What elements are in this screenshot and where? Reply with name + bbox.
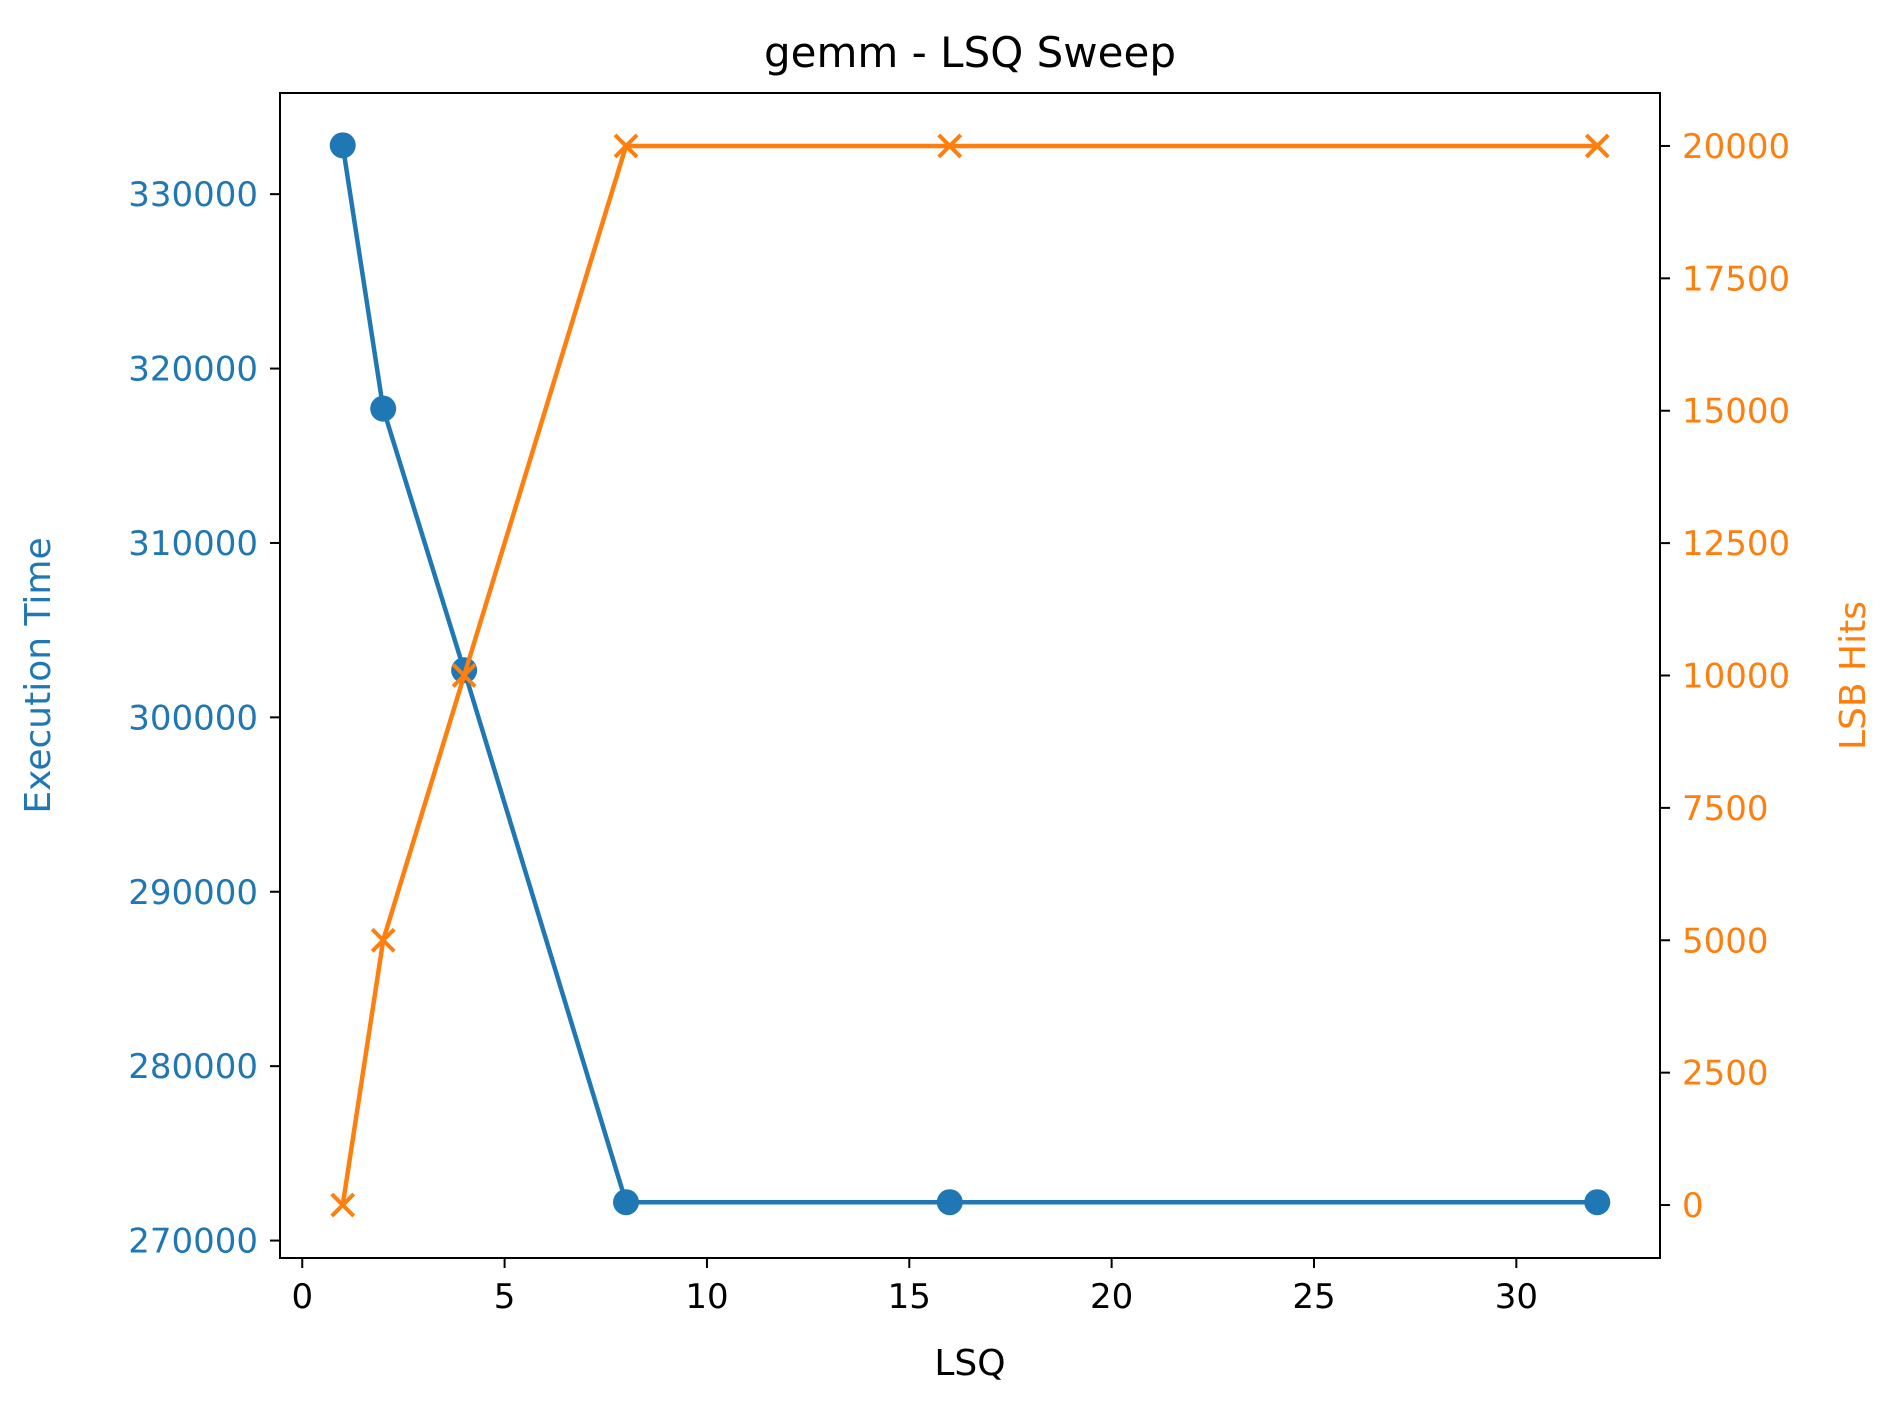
x-tick-label: 5 (494, 1277, 516, 1317)
chart-title: gemm - LSQ Sweep (764, 28, 1176, 77)
data-point-lsb-hits (613, 133, 639, 159)
series-line-execution-time (340, 143, 1600, 1205)
data-point-lsb-hits (330, 1192, 356, 1218)
left-y-tick-label: 290000 (128, 873, 258, 913)
data-point-execution-time (329, 132, 356, 159)
data-point-execution-time (936, 1189, 963, 1216)
x-tick-label: 30 (1495, 1277, 1538, 1317)
series-lsb-hits (330, 133, 1610, 1218)
x-tick-label: 10 (685, 1277, 728, 1317)
data-point-execution-time (370, 395, 397, 422)
left-y-tick-label: 270000 (128, 1222, 258, 1262)
x-tick-label: 15 (888, 1277, 931, 1317)
right-y-tick-label: 17500 (1682, 259, 1790, 299)
right-y-tick-label: 2500 (1682, 1054, 1769, 1094)
series-line-lsb-hits (340, 143, 1600, 1208)
left-y-tick-label: 330000 (128, 175, 258, 215)
right-y-tick-label: 7500 (1682, 789, 1769, 829)
data-point-lsb-hits (370, 927, 396, 953)
right-y-tick-label: 0 (1682, 1186, 1704, 1226)
right-y-axis-ticks: 0 2500 5000 7500 10000 12500 15000 17500 20000 (1660, 127, 1790, 1226)
x-tick-label: 0 (291, 1277, 313, 1317)
left-y-tick-label: 320000 (128, 350, 258, 390)
right-y-tick-label: 15000 (1682, 392, 1790, 432)
series-layer (329, 132, 1611, 1218)
x-tick-label: 20 (1090, 1277, 1133, 1317)
x-axis-ticks: 0 5 10 15 20 25 30 (291, 1258, 1538, 1317)
x-axis-label: LSQ (934, 1343, 1005, 1384)
left-y-tick-label: 300000 (128, 698, 258, 738)
right-y-tick-label: 10000 (1682, 657, 1790, 697)
left-y-tick-label: 310000 (128, 524, 258, 564)
left-y-tick-label: 280000 (128, 1047, 258, 1087)
data-point-execution-time (613, 1189, 640, 1216)
data-point-lsb-hits (451, 663, 477, 688)
data-point-lsb-hits (937, 133, 963, 159)
x-tick-label: 25 (1292, 1277, 1335, 1317)
right-y-axis-label: LSB Hits (1833, 601, 1874, 750)
right-y-tick-label: 12500 (1682, 524, 1790, 564)
data-point-execution-time (1584, 1189, 1611, 1216)
right-y-tick-label: 20000 (1682, 127, 1790, 167)
left-y-axis-ticks: 270000 280000 290000 300000 310000 320000 3300… (128, 175, 280, 1262)
plot-area-frame (279, 92, 1661, 1259)
data-point-lsb-hits (1584, 133, 1610, 159)
left-y-axis-label: Execution Time (18, 537, 59, 813)
right-y-tick-label: 5000 (1682, 921, 1769, 961)
